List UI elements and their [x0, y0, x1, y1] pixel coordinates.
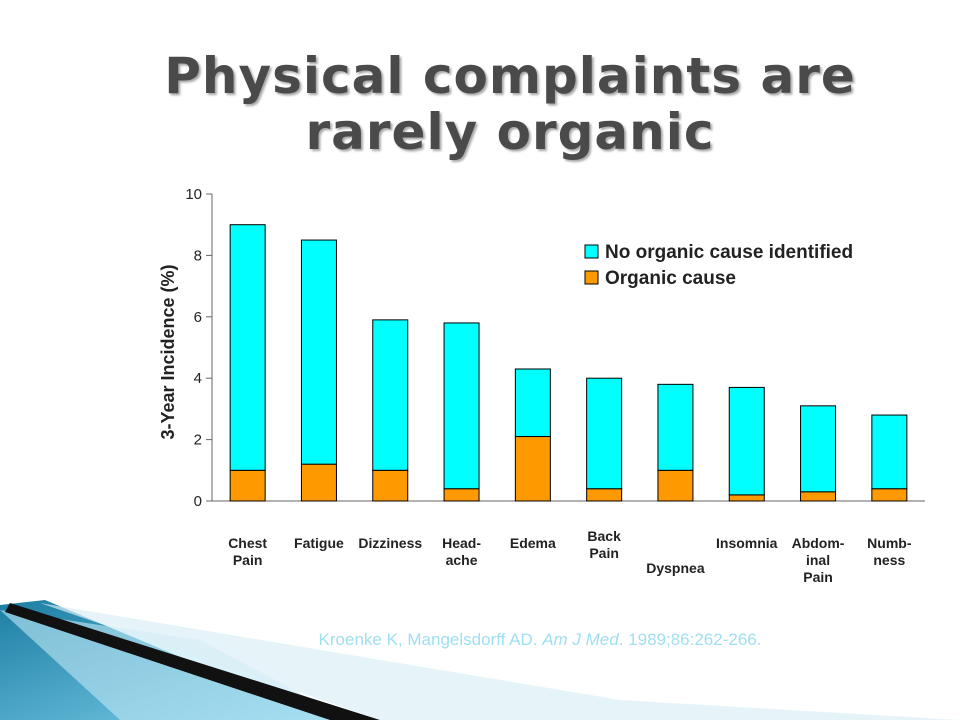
y-tick-label: 0: [194, 493, 202, 510]
bar-segment: [586, 377, 623, 490]
bar-segment: [871, 488, 908, 502]
bars-group: [229, 224, 908, 502]
bar-segment: [443, 322, 480, 490]
x-tick-label: Insomnia: [716, 535, 778, 551]
title-line-1: Physical complaints are: [164, 47, 856, 105]
x-tick-label: Abdom- inal Pain: [791, 535, 845, 585]
citation-authors: Kroenke K, Mangelsdorff AD.: [318, 630, 543, 649]
citation-details: . 1989;86:262-266.: [618, 630, 762, 649]
legend-label: Organic cause: [605, 268, 736, 289]
x-tick-label: Dyspnea: [646, 560, 705, 576]
bar-segment: [443, 488, 480, 502]
bar-segment: [800, 405, 837, 493]
title-line-2: rarely organic: [305, 103, 715, 161]
bar-segment: [372, 319, 409, 471]
bar-segment: [514, 368, 551, 438]
x-tick-label: Back Pain: [587, 528, 621, 561]
slide-title: Physical complaints are rarely organic: [120, 48, 900, 160]
bar-segment: [657, 469, 694, 502]
legend-swatch: [584, 270, 599, 285]
y-axis-label: 3-Year Incidence (%): [158, 264, 178, 439]
bar-segment: [728, 494, 765, 502]
bar-segment: [871, 414, 908, 490]
bar-segment: [300, 239, 337, 465]
bar-segment: [372, 469, 409, 502]
legend: No organic cause identified Organic cause: [584, 242, 853, 289]
y-tick-label: 2: [194, 432, 202, 449]
legend-swatch: [584, 244, 599, 259]
y-tick-label: 4: [194, 370, 202, 387]
citation: Kroenke K, Mangelsdorff AD. Am J Med. 19…: [200, 630, 880, 650]
bar-segment: [657, 383, 694, 471]
y-tick-label: 10: [185, 186, 202, 203]
bar-segment: [586, 488, 623, 502]
bar-segment: [800, 491, 837, 502]
bar-segment: [300, 463, 337, 502]
legend-label: No organic cause identified: [605, 242, 853, 263]
bar-segment: [728, 386, 765, 496]
citation-journal: Am J Med: [542, 630, 619, 649]
x-tick-label: Fatigue: [294, 535, 344, 551]
bar-segment: [514, 436, 551, 502]
y-tick-label: 6: [194, 309, 202, 326]
x-tick-label: Head- ache: [442, 535, 481, 568]
y-tick-label: 8: [194, 247, 202, 264]
bar-segment: [229, 224, 266, 471]
x-tick-label: Chest Pain: [228, 535, 268, 568]
bar-segment: [229, 469, 266, 502]
x-tick-label: Edema: [509, 535, 556, 551]
x-tick-label: Numb- ness: [867, 535, 912, 568]
x-tick-label: Dizziness: [358, 535, 423, 551]
